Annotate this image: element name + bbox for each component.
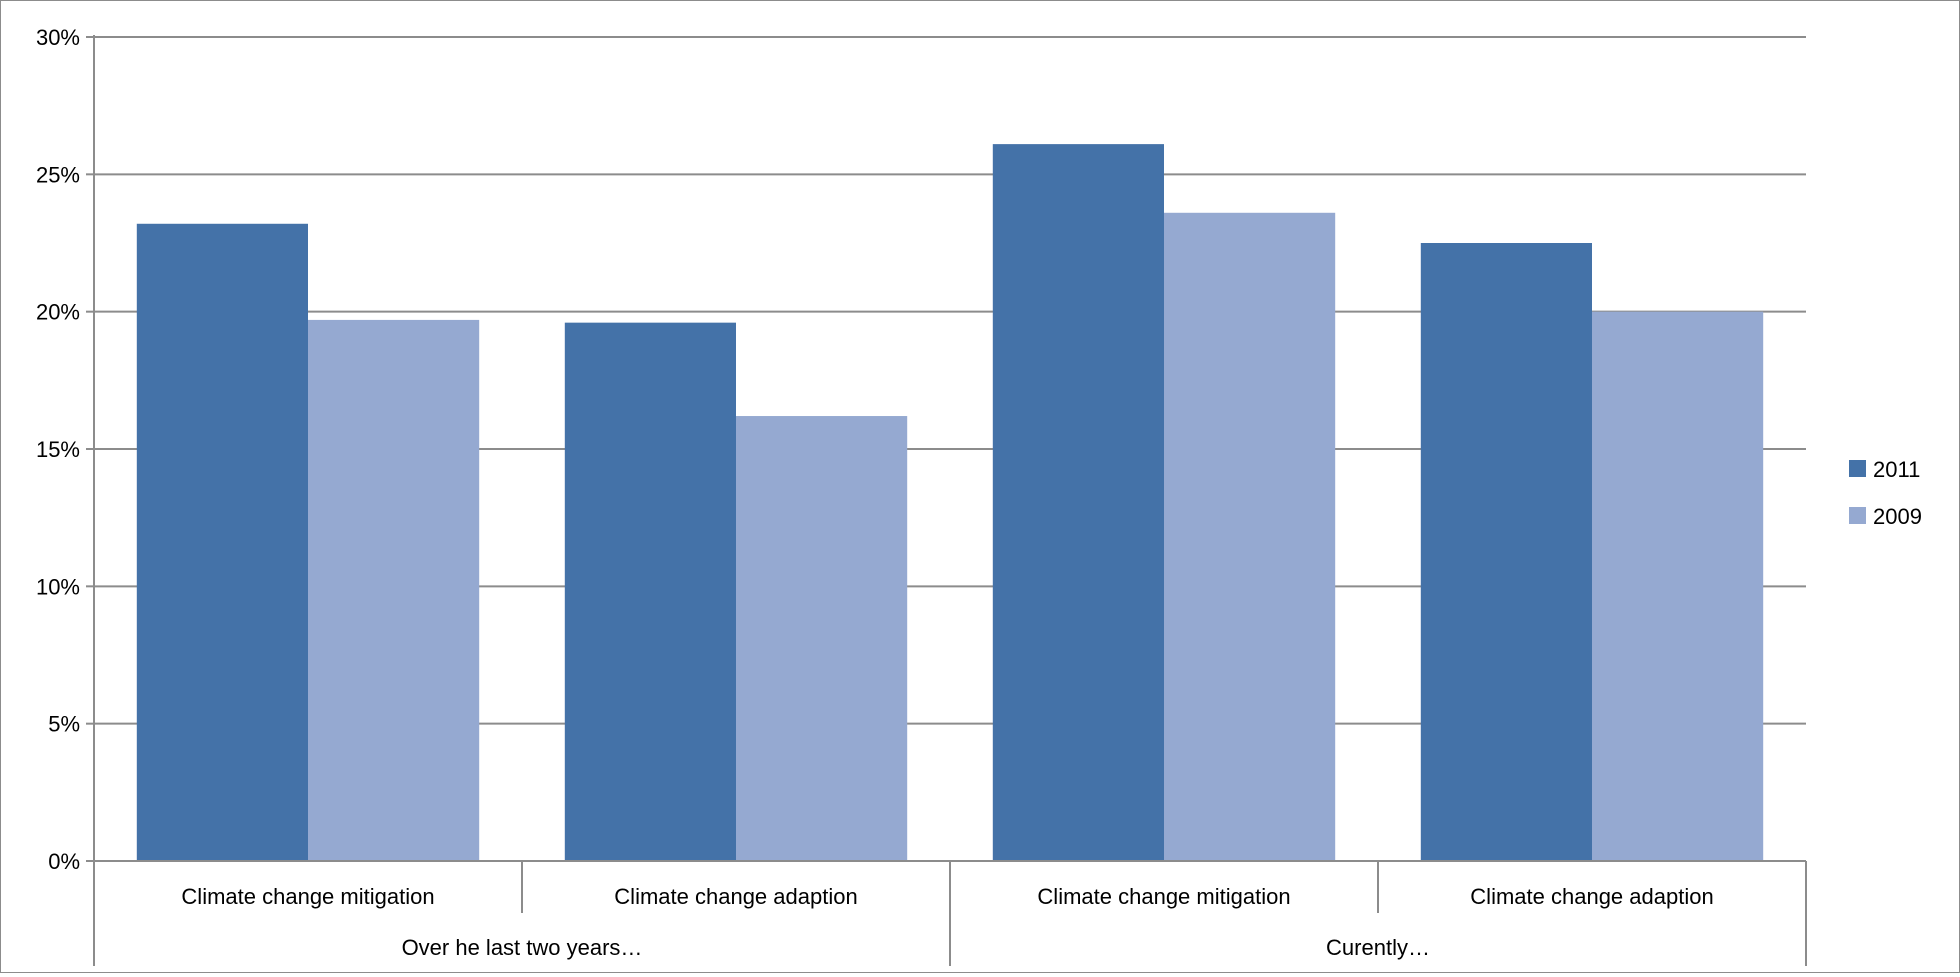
bars xyxy=(136,144,1764,862)
bar-2009-1 xyxy=(308,319,480,861)
bar-2011-4 xyxy=(1420,243,1592,861)
x-category-labels: Climate change mitigation Climate change … xyxy=(181,884,1713,960)
x-category-label: Climate change adaption xyxy=(1470,884,1713,909)
legend-label: 2009 xyxy=(1873,504,1922,529)
legend-swatch-2009 xyxy=(1849,507,1866,524)
bar-2009-2 xyxy=(736,416,908,861)
x-group-label: Curently… xyxy=(1326,935,1430,960)
legend: 2011 2009 xyxy=(1849,457,1922,529)
bar-2009-4 xyxy=(1592,311,1764,862)
y-tick-label: 10% xyxy=(36,574,80,599)
x-category-label: Climate change mitigation xyxy=(1037,884,1290,909)
x-category-label: Climate change mitigation xyxy=(181,884,434,909)
bar-2009-3 xyxy=(1164,212,1336,861)
y-tick-label: 20% xyxy=(36,300,80,325)
axes xyxy=(86,35,1807,966)
bar-2011-3 xyxy=(992,144,1164,861)
bar-2011-2 xyxy=(564,322,736,861)
bar-2011-1 xyxy=(136,223,308,862)
legend-swatch-2011 xyxy=(1849,460,1866,477)
x-category-label: Climate change adaption xyxy=(614,884,857,909)
y-tick-label: 25% xyxy=(36,162,80,187)
y-tick-label: 30% xyxy=(36,25,80,50)
y-tick-labels: 0% 5% 10% 15% 20% 25% 30% xyxy=(36,25,80,874)
y-tick-label: 0% xyxy=(48,849,80,874)
y-tick-label: 5% xyxy=(48,712,80,737)
legend-label: 2011 xyxy=(1873,457,1920,482)
x-group-label: Over he last two years… xyxy=(402,935,643,960)
y-tick-label: 15% xyxy=(36,437,80,462)
